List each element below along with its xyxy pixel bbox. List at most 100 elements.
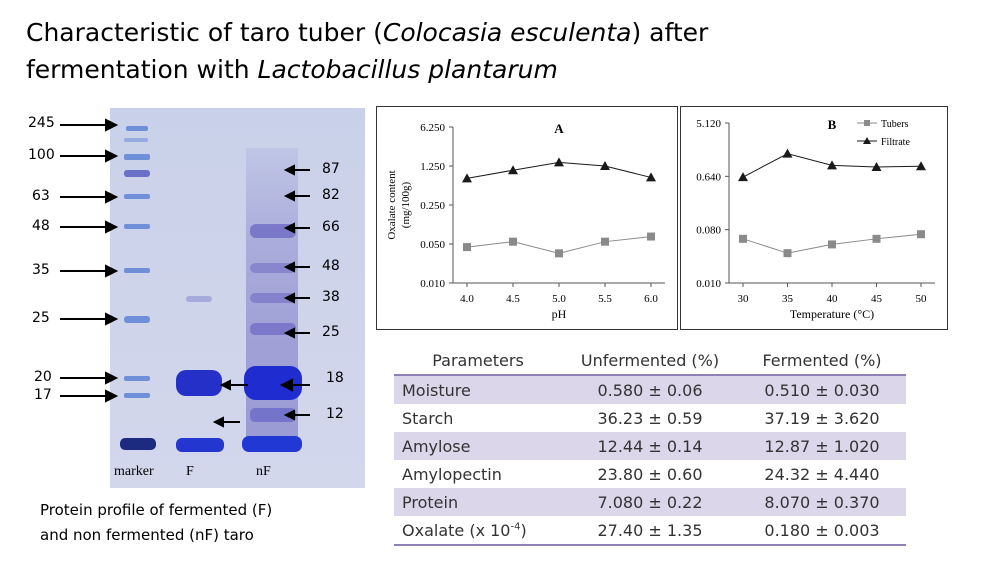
- gel-caption: Protein profile of fermented (F) and non…: [40, 498, 360, 548]
- unfermented-cell: 27.40 ± 1.35: [562, 516, 738, 546]
- chart-title: B: [828, 117, 837, 132]
- slide-title: Characteristic of taro tuber (Colocasia …: [26, 14, 926, 88]
- x-axis-label: pH: [552, 307, 567, 321]
- table-row: Oxalate (x 10-4) 27.40 ± 1.35 0.180 ± 0.…: [394, 516, 906, 546]
- fermented-cell: 8.070 ± 0.370: [738, 488, 906, 516]
- kda-label-right: 82: [322, 187, 340, 203]
- data-point-filtrate: [462, 173, 472, 183]
- y-tick-label: 0.010: [420, 278, 445, 290]
- y-tick-label: 0.080: [696, 225, 721, 237]
- legend-label: Tubers: [881, 119, 909, 130]
- data-point-tubers: [872, 234, 881, 243]
- legend-marker: [864, 120, 870, 126]
- legend-marker: [863, 137, 871, 144]
- unfermented-cell: 7.080 ± 0.22: [562, 488, 738, 516]
- oxalate-temperature-chart: 5.120 0.640 0.080 0.010 30 35 40 45 50 B Temperatu…: [696, 117, 935, 321]
- x-tick-label: 5.5: [598, 293, 612, 305]
- data-point-tubers: [917, 230, 925, 239]
- data-point-filtrate: [508, 165, 518, 175]
- x-tick-label: 35: [782, 293, 794, 305]
- title-species-name: Colocasia esculenta: [382, 18, 632, 47]
- kda-label-right: 18: [326, 370, 344, 386]
- x-tick-label: 45: [871, 293, 883, 305]
- right-marker-arrows: [279, 164, 310, 421]
- kda-label-right: 66: [322, 219, 340, 235]
- parameter-text: ): [520, 520, 527, 540]
- caption-line: and non fermented (nF) taro: [40, 526, 254, 544]
- kda-label-left: 245: [28, 115, 55, 131]
- kda-label-left: 17: [34, 387, 52, 403]
- kda-label-right: 38: [322, 289, 340, 305]
- composition-table: Parameters Unfermented (%) Fermented (%)…: [394, 346, 906, 546]
- parameter-exponent: -4: [510, 521, 521, 533]
- unfermented-cell: 0.580 ± 0.06: [562, 375, 738, 404]
- title-text: Characteristic of taro tuber (: [26, 18, 383, 47]
- data-point-filtrate: [600, 161, 610, 170]
- x-tick-label: 50: [916, 293, 928, 305]
- data-point-filtrate: [916, 161, 926, 171]
- kda-label-left: 35: [32, 262, 50, 278]
- x-tick-label: 30: [738, 293, 750, 305]
- data-point-tubers: [647, 232, 655, 241]
- kda-label-left: 63: [32, 188, 50, 204]
- lane-label-f: F: [186, 464, 194, 479]
- data-point-tubers: [828, 240, 836, 249]
- x-tick-label: 5.0: [552, 293, 566, 305]
- data-point-tubers: [739, 234, 747, 243]
- data-point-filtrate: [554, 157, 564, 167]
- y-tick-label: 0.050: [420, 239, 445, 251]
- legend-label: Filtrate: [881, 137, 910, 148]
- table-row: Amylose 12.44 ± 0.14 12.87 ± 1.020: [394, 432, 906, 460]
- fermented-cell: 0.180 ± 0.003: [738, 516, 906, 546]
- y-tick-label: 6.250: [420, 122, 445, 134]
- kda-label-left: 48: [32, 218, 50, 234]
- kda-label-right: 25: [322, 324, 340, 340]
- unfermented-cell: 12.44 ± 0.14: [562, 432, 738, 460]
- y-tick-label: 0.010: [696, 278, 721, 290]
- table-row: Moisture 0.580 ± 0.06 0.510 ± 0.030: [394, 375, 906, 404]
- parameter-cell: Starch: [402, 408, 454, 428]
- left-marker-arrows: [60, 118, 310, 421]
- chart-panel-b: 5.120 0.640 0.080 0.010 30 35 40 45 50 B Temperatu…: [680, 106, 948, 330]
- y-axis-label-line: Oxalate content: [386, 170, 398, 239]
- kda-label-left: 100: [28, 147, 55, 163]
- parameter-cell: Moisture: [394, 375, 562, 404]
- data-point-filtrate: [871, 162, 882, 172]
- y-tick-label: 5.120: [696, 118, 721, 130]
- lane-label-marker: marker: [114, 464, 154, 479]
- f-lane-bands: [176, 296, 224, 452]
- nf-lane-bands: [242, 224, 302, 452]
- parameter-cell: Amylose: [394, 432, 562, 460]
- y-tick-label: 1.250: [420, 161, 445, 173]
- data-point-tubers: [555, 249, 563, 258]
- data-point-tubers: [509, 237, 517, 246]
- x-tick-label: 4.0: [460, 293, 474, 305]
- data-point-tubers: [601, 237, 609, 246]
- column-header: Parameters: [394, 346, 562, 376]
- data-point-filtrate: [782, 148, 793, 158]
- parameter-cell: Oxalate (x 10-4): [394, 516, 562, 546]
- kda-label-right: 12: [326, 406, 344, 422]
- column-header: Unfermented (%): [562, 346, 738, 376]
- oxalate-ph-chart: 6.250 1.250 0.250 0.050 0.010 4.0 4.5 5.0 5.5 6.0…: [386, 121, 665, 321]
- data-point-tubers: [783, 249, 792, 258]
- x-tick-label: 6.0: [644, 293, 658, 305]
- lane-label-nf: nF: [256, 464, 271, 479]
- kda-label-right: 48: [322, 258, 340, 274]
- y-axis-label-line: (mg/100g): [400, 181, 412, 228]
- x-tick-label: 4.5: [506, 293, 520, 305]
- y-tick-label: 0.250: [420, 200, 445, 212]
- title-bacterium-name: Lactobacillus plantarum: [257, 55, 558, 84]
- marker-ladder: [120, 126, 156, 450]
- unfermented-cell: 36.23 ± 0.59: [597, 408, 703, 428]
- protein-gel-figure: 245 100 63 48 35 25 20 17 87 82 66 48 38…: [20, 108, 365, 488]
- y-tick-label: 0.640: [696, 171, 721, 183]
- inner-arrows: [212, 379, 248, 428]
- x-tick-label: 40: [827, 293, 839, 305]
- data-point-tubers: [463, 243, 471, 252]
- kda-label-left: 25: [32, 310, 50, 326]
- caption-line: Protein profile of fermented (F): [40, 501, 273, 519]
- parameter-cell: Protein: [394, 488, 562, 516]
- table-row: Protein 7.080 ± 0.22 8.070 ± 0.370: [394, 488, 906, 516]
- chart-title: A: [554, 121, 564, 136]
